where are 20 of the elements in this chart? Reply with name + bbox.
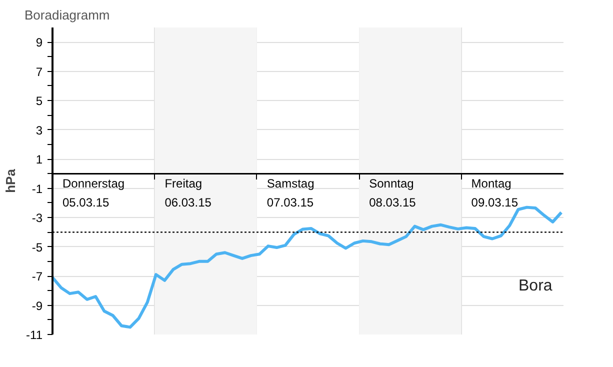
y-tick-label: -11 — [26, 328, 43, 342]
y-tick-label: 1 — [36, 152, 43, 167]
y-axis-title: hPa — [3, 168, 18, 193]
annotation: Freitag 06.03.15 — [164, 176, 212, 210]
chart-title: Boradiagramm — [24, 8, 110, 22]
annotation: Samstag 07.03.15 — [266, 176, 314, 210]
y-tick-label: -1 — [32, 182, 43, 196]
annotation: Montag 09.03.15 — [471, 176, 518, 210]
y-tick-label: -7 — [32, 270, 43, 284]
y-tick-label: -9 — [32, 298, 43, 313]
annotation: Bora — [518, 278, 552, 294]
y-tick-label: -3 — [32, 211, 43, 226]
y-tick-label: 5 — [36, 94, 43, 108]
y-tick-label: -5 — [32, 240, 43, 254]
line-series — [52, 206, 563, 329]
annotation: Sonntag 08.03.15 — [369, 176, 416, 210]
y-tick-label: 9 — [36, 36, 43, 50]
annotation: Donnerstag 05.03.15 — [62, 176, 125, 210]
y-tick-label: 3 — [36, 123, 43, 138]
y-tick-label: 7 — [36, 64, 43, 79]
